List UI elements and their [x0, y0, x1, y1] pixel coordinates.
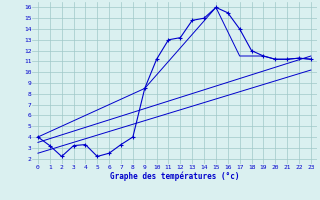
X-axis label: Graphe des températures (°c): Graphe des températures (°c): [110, 171, 239, 181]
